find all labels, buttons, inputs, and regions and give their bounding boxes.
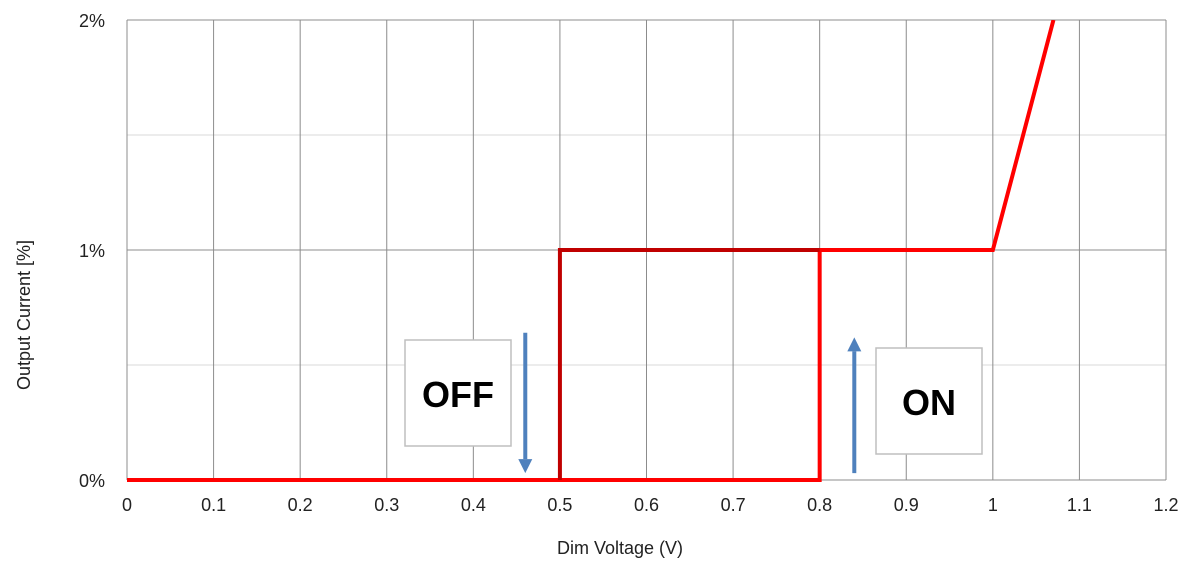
x-tick-label: 0.6 <box>634 495 659 515</box>
x-tick-label: 0.2 <box>288 495 313 515</box>
on-annotation: ON <box>847 337 983 474</box>
on-label: ON <box>902 382 956 423</box>
x-tick-label: 1.2 <box>1153 495 1178 515</box>
x-tick-labels: 0 0.1 0.2 0.3 0.4 0.5 0.6 0.7 0.8 0.9 1 1.1 1.2 <box>122 495 1179 515</box>
x-tick-label: 0.1 <box>201 495 226 515</box>
x-tick-label: 1.1 <box>1067 495 1092 515</box>
x-tick-label: 0 <box>122 495 132 515</box>
x-tick-label: 0.8 <box>807 495 832 515</box>
off-annotation: OFF <box>404 332 533 474</box>
y-tick-label: 2% <box>79 11 105 31</box>
x-tick-label: 0.5 <box>547 495 572 515</box>
x-tick-label: 0.3 <box>374 495 399 515</box>
off-label: OFF <box>422 374 494 415</box>
data-series <box>127 20 1056 482</box>
x-axis-title: Dim Voltage (V) <box>557 538 683 558</box>
off-arrow-head-icon <box>518 459 533 474</box>
y-tick-label: 1% <box>79 241 105 261</box>
x-tick-label: 0.7 <box>721 495 746 515</box>
series-line-1 <box>557 248 820 480</box>
x-tick-label: 0.9 <box>894 495 919 515</box>
x-tick-label: 0.4 <box>461 495 486 515</box>
on-label-box <box>875 347 983 455</box>
x-tick-label: 1 <box>988 495 998 515</box>
off-label-box <box>404 339 512 447</box>
y-tick-labels: 0% 1% 2% <box>79 11 105 491</box>
y-tick-label: 0% <box>79 471 105 491</box>
y-axis-title: Output Current [%] <box>14 240 34 390</box>
on-arrow-head-icon <box>847 337 862 352</box>
